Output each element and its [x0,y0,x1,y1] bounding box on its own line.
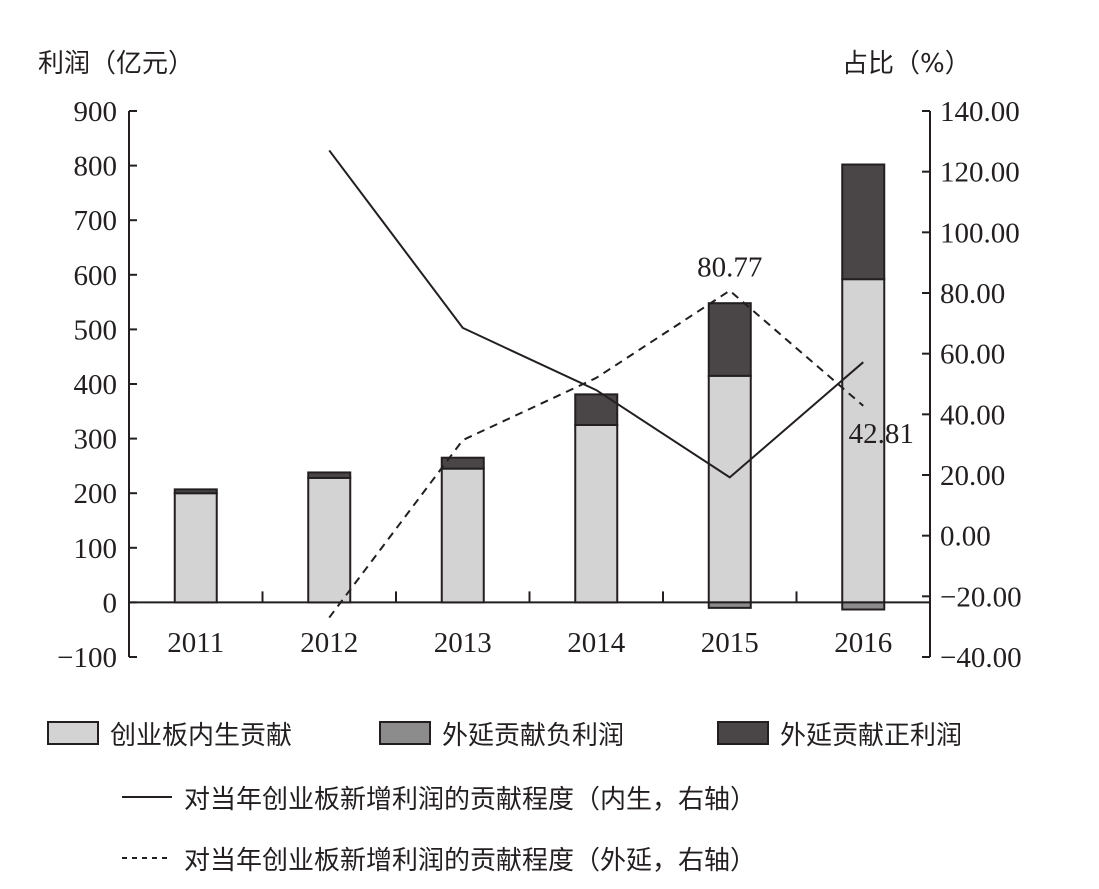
legend-label: 对当年创业板新增利润的贡献程度（外延，右轴） [184,846,756,876]
right-tick-label: −40.00 [940,642,1022,674]
bar-endogenous [574,423,619,604]
x-tick-label: 2014 [567,627,626,659]
left-tick-label: 800 [74,151,118,183]
x-tick-label: 2015 [701,627,759,659]
bar-endogenous [307,476,352,604]
x-tick-label: 2016 [834,627,892,659]
right-tick-label: 80.00 [940,278,1005,310]
right-axis-label: 占比（%） [842,49,971,79]
left-axis-label: 利润（亿元） [38,49,194,79]
right-tick-label: 100.00 [940,217,1020,249]
legend-swatch [47,721,99,745]
line-external-share [328,289,864,619]
left-tick-label: 600 [74,260,118,292]
left-tick-label: 500 [74,314,118,346]
bar-external-positive [841,163,886,281]
left-tick-label: 900 [74,96,118,128]
left-tick-label: −100 [57,642,117,674]
bar-external-positive [440,456,485,470]
right-tick-label: 20.00 [940,460,1005,492]
legend-label: 创业板内生贡献 [110,721,292,751]
legend-label: 对当年创业板新增利润的贡献程度（内生，右轴） [184,785,756,815]
left-tick-label: 400 [74,369,118,401]
left-tick-label: 100 [74,533,118,565]
legend-swatch [379,721,431,745]
bar-endogenous [707,374,752,604]
bar-external-negative [841,601,886,611]
bar-external-positive [307,471,352,479]
right-tick-label: 40.00 [940,399,1005,431]
right-tick-label: 120.00 [940,157,1020,189]
right-tick-label: 60.00 [940,339,1005,371]
legend-label: 外延贡献正利润 [780,721,962,751]
left-tick-label: 700 [74,205,118,237]
bar-external-positive [707,302,752,377]
bar-external-positive [173,488,218,495]
x-tick-label: 2011 [167,627,224,659]
left-tick-label: 0 [103,587,118,619]
left-tick-label: 200 [74,478,118,510]
right-tick-label: −20.00 [940,581,1022,613]
data-label-2016: 42.81 [849,418,914,450]
bar-endogenous [440,467,485,604]
right-tick-label: 140.00 [940,96,1020,128]
data-label-2015: 80.77 [697,252,762,284]
bar-external-negative [707,601,752,609]
x-tick-label: 2013 [434,627,492,659]
left-tick-label: 300 [74,424,118,456]
x-tick-label: 2012 [300,627,358,659]
legend-label: 外延贡献负利润 [442,721,624,751]
legend-swatch [717,721,769,745]
right-tick-label: 0.00 [940,521,991,553]
line-endogenous-share [328,149,864,479]
bar-endogenous [173,492,218,604]
